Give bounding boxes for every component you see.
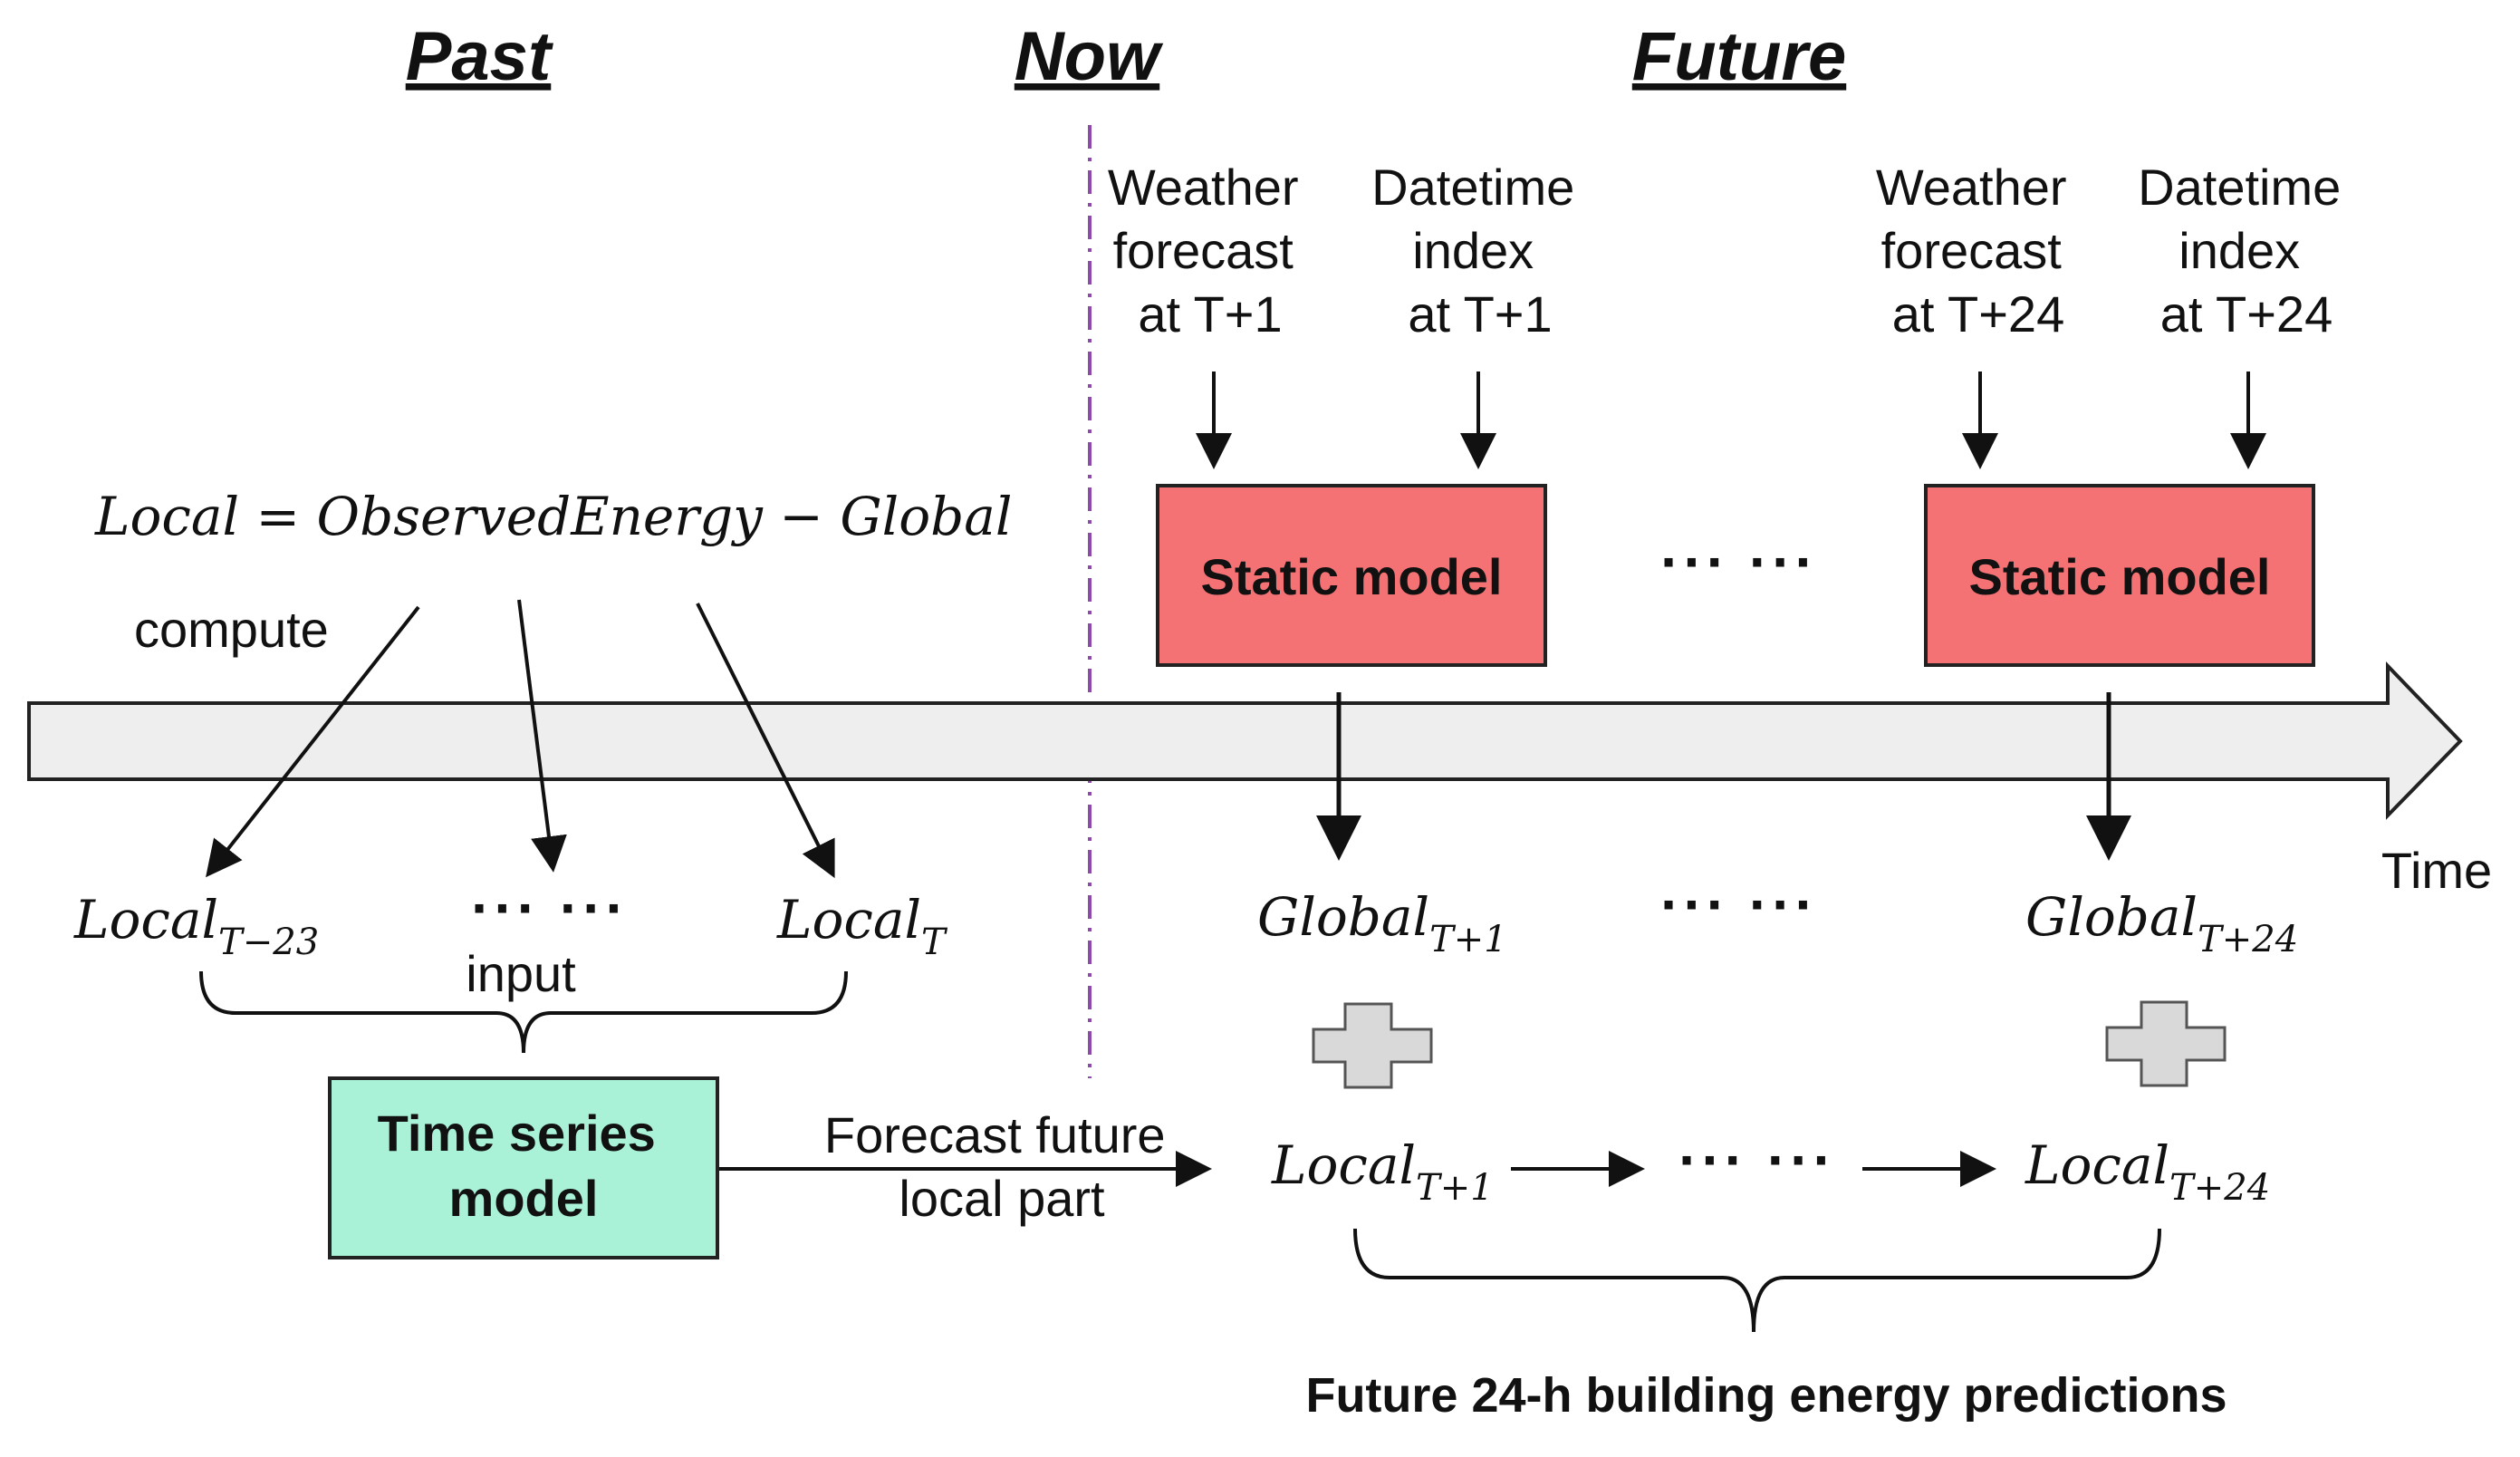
prediction-label: Future 24-h building energy predictions — [1305, 1368, 2227, 1423]
plus-icon-t1 — [1312, 1002, 1433, 1089]
static-model-box-t1 — [1156, 484, 1547, 667]
static-model-label-t1: Static model — [1201, 548, 1503, 605]
datetime-index-t1-line-3: at T+1 — [1408, 285, 1552, 343]
local-t-plus-24: LocalT+24 — [2025, 1134, 2270, 1209]
forecast-label-line-2: local part — [899, 1170, 1105, 1227]
local-ellipsis: ··· ··· — [1678, 1127, 1836, 1192]
compute-arrow-2 — [517, 599, 567, 873]
weather-forecast-t1-line-3: at T+1 — [1138, 285, 1282, 343]
compute-arrow-1 — [206, 605, 420, 878]
datetime-index-t24-line-2: index — [2179, 222, 2300, 279]
datetime-index-t1-line-1: Datetime — [1371, 159, 1574, 216]
static-model-label-t24: Static model — [1969, 548, 2271, 605]
weather-forecast-t24-line-2: forecast — [1881, 222, 2063, 279]
time-series-model-label: Time series model — [378, 1105, 670, 1227]
weather-forecast-t1-line-2: forecast — [1113, 222, 1294, 279]
datetime-index-t1-line-2: index — [1412, 222, 1534, 279]
static-model-box-t24 — [1924, 484, 2315, 667]
global-t-plus-24-sub: T+24 — [2198, 919, 2298, 960]
forecast-label-line-1: Forecast future — [824, 1106, 1166, 1163]
global-t-plus-1-base: Global — [1257, 886, 1429, 948]
formula: Local = ObservedEnergy − Global — [94, 486, 1012, 547]
static-model-ellipsis: ··· ··· — [1660, 529, 1818, 594]
weather-forecast-t24-line-3: at T+24 — [1892, 285, 2064, 343]
past-ellipsis: ··· ··· — [471, 875, 629, 941]
prediction-brace — [1353, 1228, 2161, 1333]
compute-label: compute — [134, 601, 329, 658]
input-label: input — [466, 945, 576, 1002]
header-past: Past — [406, 18, 553, 95]
header-now: Now — [1015, 18, 1164, 95]
time-series-model-line-1: Time series — [378, 1105, 656, 1162]
local-t: LocalT — [776, 889, 948, 963]
global-t-plus-1-sub: T+1 — [1429, 919, 1507, 960]
global-ellipsis: ··· ··· — [1660, 872, 1818, 937]
timeline-arrow — [27, 661, 2463, 820]
time-series-model-line-2: model — [449, 1170, 599, 1227]
weather-forecast-t1-line-1: Weather — [1108, 159, 1299, 216]
local-t-minus-23: LocalT−23 — [73, 889, 319, 963]
weather-forecast-t1-label: Weather forecast at T+1 — [1108, 159, 1313, 343]
datetime-index-t24-label: Datetime index at T+24 — [2138, 159, 2355, 343]
plus-icon-t24 — [2105, 1000, 2227, 1087]
datetime-index-t24-line-3: at T+24 — [2160, 285, 2332, 343]
time-label: Time — [2381, 842, 2492, 899]
input-brace — [199, 970, 848, 1054]
local-t-plus-1: LocalT+1 — [1271, 1134, 1494, 1209]
forecast-label: Forecast future local part — [824, 1106, 1179, 1227]
compute-arrow-3 — [696, 603, 835, 879]
global-t-plus-24-base: Global — [2025, 886, 2198, 948]
header-future: Future — [1632, 18, 1846, 95]
weather-forecast-t24-line-1: Weather — [1876, 159, 2067, 216]
datetime-index-t24-line-1: Datetime — [2138, 159, 2341, 216]
local-t-plus-24-sub: T+24 — [2169, 1167, 2270, 1209]
local-t-plus-1-sub: T+1 — [1416, 1167, 1494, 1209]
local-t-base: Local — [776, 889, 921, 950]
local-t-plus-24-base: Local — [2025, 1134, 2169, 1196]
global-t-plus-24: GlobalT+24 — [2025, 886, 2298, 960]
local-t-sub: T — [921, 921, 948, 963]
time-series-model-box — [328, 1076, 719, 1259]
local-t-plus-1-base: Local — [1271, 1134, 1416, 1196]
local-t-minus-23-sub: T−23 — [218, 921, 319, 963]
weather-forecast-t24-label: Weather forecast at T+24 — [1876, 159, 2081, 343]
global-t-plus-1: GlobalT+1 — [1257, 886, 1507, 960]
datetime-index-t1-label: Datetime index at T+1 — [1371, 159, 1589, 343]
local-t-minus-23-base: Local — [73, 889, 218, 950]
